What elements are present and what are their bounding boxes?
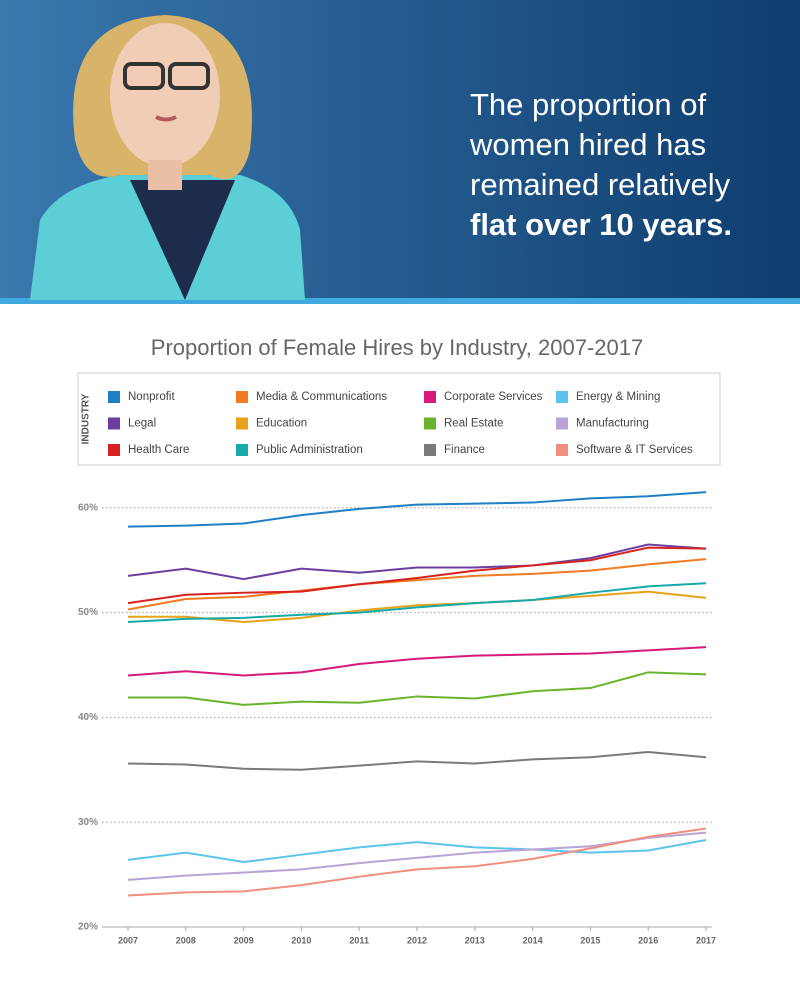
legend-label: Manufacturing — [576, 418, 649, 430]
x-tick-label: 2013 — [465, 935, 485, 945]
x-tick-label: 2011 — [349, 935, 369, 945]
x-tick-label: 2007 — [118, 935, 138, 945]
portrait — [30, 15, 305, 300]
banner-stripe — [0, 298, 800, 304]
legend-label: Media & Communications — [256, 391, 387, 403]
headline-line: women hired has — [469, 127, 706, 162]
legend-label: Legal — [128, 418, 156, 430]
x-tick-label: 2014 — [523, 935, 543, 945]
legend-label: Nonprofit — [128, 391, 175, 403]
legend-label: Education — [256, 418, 307, 430]
legend-swatch — [556, 391, 568, 403]
x-tick-label: 2010 — [291, 935, 311, 945]
legend-swatch — [424, 391, 436, 403]
series-line — [127, 839, 707, 864]
legend-swatch — [236, 444, 248, 456]
x-tick-label: 2016 — [638, 935, 658, 945]
legend-swatch — [556, 444, 568, 456]
x-tick-label: 2015 — [580, 935, 600, 945]
x-tick-label: 2009 — [234, 935, 254, 945]
series-line — [127, 558, 707, 611]
series-line — [127, 831, 707, 881]
series-line — [127, 546, 707, 605]
series-line — [127, 491, 707, 528]
headline-bold: flat over 10 years. — [470, 207, 732, 242]
chart-title: Proportion of Female Hires by Industry, … — [151, 335, 643, 360]
legend-swatch — [108, 444, 120, 456]
legend-label: Corporate Services — [444, 391, 543, 403]
legend-label: Finance — [444, 444, 485, 456]
series-line — [127, 750, 707, 771]
legend-label: Software & IT Services — [576, 444, 693, 456]
legend-swatch — [424, 417, 436, 430]
legend-label: Real Estate — [444, 418, 503, 430]
headline-line: The proportion of — [470, 87, 706, 122]
legend-swatch — [236, 417, 248, 430]
legend-swatch — [108, 391, 120, 403]
series-line — [127, 827, 707, 897]
series-line — [127, 582, 707, 624]
series-line — [128, 671, 707, 706]
legend-swatch — [424, 444, 436, 456]
legend-swatch — [236, 391, 248, 403]
legend-label: Public Administration — [256, 444, 363, 456]
legend-label: Energy & Mining — [576, 391, 660, 403]
series-line — [128, 590, 707, 624]
series-line — [127, 646, 707, 677]
y-tick-label: 40% — [78, 712, 98, 723]
y-tick-label: 30% — [78, 817, 98, 828]
series-line — [127, 543, 707, 581]
headline-line: remained relatively — [470, 167, 731, 202]
legend-swatch — [108, 417, 120, 430]
y-tick-label: 60% — [78, 502, 98, 513]
x-tick-label: 2008 — [176, 935, 196, 945]
y-tick-label: 50% — [78, 607, 98, 618]
legend-label: Health Care — [128, 444, 189, 456]
legend-swatch — [556, 417, 568, 430]
legend-title: INDUSTRY — [81, 393, 92, 444]
legend-box — [77, 372, 721, 466]
y-tick-label: 20% — [78, 922, 98, 933]
x-tick-label: 2017 — [696, 935, 716, 945]
x-tick-label: 2012 — [407, 935, 427, 945]
